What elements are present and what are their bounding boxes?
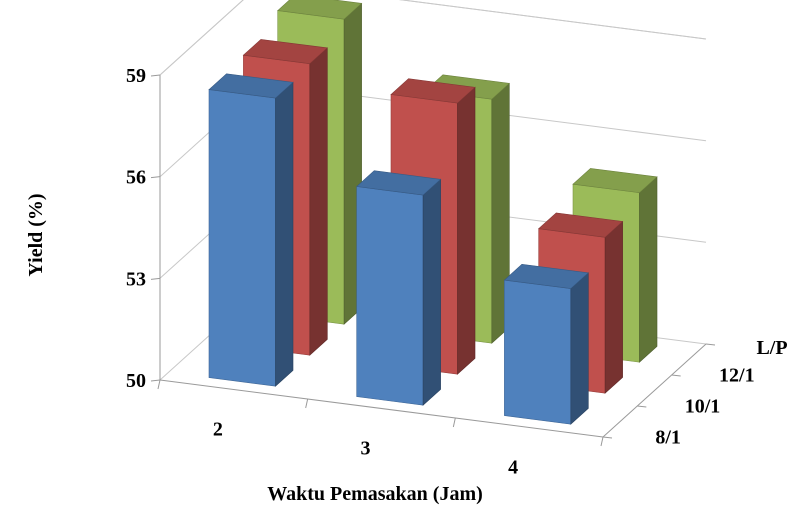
y-axis-title: Yield (%) (25, 193, 47, 276)
labels: 50 53 56 59 2 3 4 12/1 10/18/1 Yield (%) Waktu Pem… (25, 65, 788, 505)
value-axis-tick (150, 74, 161, 77)
value-axis-tick (150, 379, 161, 382)
bar-top-face (242, 39, 328, 65)
bar-side-face (422, 178, 441, 406)
bar-8-1-3 (356, 170, 442, 406)
x-tick-label: 4 (508, 457, 518, 479)
bar-side-face (275, 81, 294, 387)
bar-top-face (208, 73, 294, 99)
bar-side-face (570, 272, 589, 425)
depth-tick-label: 10/1 (685, 396, 721, 418)
category-axis-tick (452, 417, 456, 428)
y-tick-label: 53 (126, 268, 146, 290)
y-tick-label: 50 (126, 370, 146, 392)
bar-top-face (538, 212, 624, 238)
y-tick-label: 59 (126, 65, 146, 87)
depth-tick-label: 12/1 (719, 365, 755, 387)
bars (208, 0, 658, 425)
bar-top-face (390, 78, 476, 104)
depth-axis-line (602, 343, 707, 438)
category-axis-line (159, 379, 604, 438)
depth-axis-tick (602, 436, 613, 439)
bar-front-face (208, 89, 276, 387)
x-tick-label: 2 (213, 419, 223, 441)
bar-8-1-4 (503, 263, 589, 425)
value-axis-tick (150, 277, 161, 280)
bar-front-face (356, 186, 424, 406)
x-tick-label: 3 (361, 438, 371, 460)
x-axis-title: Waktu Pemasakan (Jam) (267, 483, 483, 505)
bar-side-face (639, 176, 658, 363)
bar-top-face (503, 263, 589, 289)
bar-side-face (457, 86, 476, 375)
bar-top-face (572, 168, 658, 194)
value-axis-tick (150, 176, 161, 179)
depth-tick-label: 8/1 (655, 427, 681, 449)
bar-top-face (356, 170, 442, 196)
depth-axis-title: L/P (756, 337, 787, 359)
category-axis-tick (305, 398, 309, 409)
wall-top-edge (159, 0, 707, 76)
category-axis-tick (600, 436, 604, 447)
gridline (159, 0, 707, 76)
depth-axis-tick (637, 405, 647, 408)
bar-side-face (604, 220, 623, 394)
bar-front-face (504, 279, 572, 425)
bar-top-face (277, 0, 363, 20)
category-axis-tick (157, 379, 161, 390)
axes (150, 74, 716, 447)
bar-8-1-2 (208, 73, 294, 387)
y-tick-label: 56 (126, 167, 146, 189)
depth-axis-tick (705, 343, 716, 346)
bar-side-face (309, 47, 328, 356)
depth-axis-tick (671, 374, 681, 377)
